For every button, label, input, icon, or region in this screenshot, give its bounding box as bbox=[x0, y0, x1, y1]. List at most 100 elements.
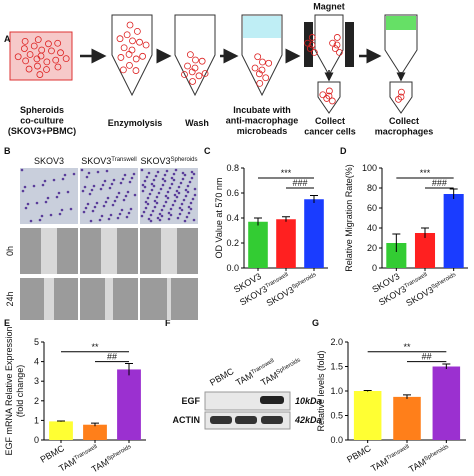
stained-cell bbox=[166, 196, 170, 200]
stained-cell bbox=[180, 202, 184, 206]
stained-cell bbox=[117, 191, 121, 195]
significance-label: ## bbox=[107, 352, 117, 362]
stained-cell bbox=[143, 185, 147, 189]
stained-cell bbox=[158, 212, 162, 216]
cell bbox=[14, 53, 22, 61]
stained-cell bbox=[84, 206, 88, 210]
stained-cell bbox=[90, 188, 94, 192]
column-header: SKOV3 bbox=[34, 156, 64, 166]
y-axis-label: EGF mRNA Relative Expression bbox=[4, 326, 14, 455]
stained-cell bbox=[66, 190, 70, 194]
stained-cell bbox=[193, 187, 197, 191]
cell bbox=[57, 49, 64, 57]
error-bar bbox=[442, 363, 451, 369]
stained-cell bbox=[177, 185, 181, 189]
size-label: 10kDa bbox=[295, 396, 322, 406]
y-tick-label: 0.0 bbox=[226, 263, 239, 273]
magnet bbox=[304, 22, 313, 67]
stained-cell bbox=[189, 207, 193, 211]
stained-cell bbox=[21, 189, 25, 193]
step-label: Collect bbox=[389, 116, 419, 126]
protein-label: ACTIN bbox=[173, 415, 201, 425]
cell bbox=[325, 87, 333, 95]
step-label: Wash bbox=[185, 118, 209, 128]
stained-cell bbox=[110, 182, 114, 186]
significance-label: ## bbox=[422, 352, 432, 362]
stained-cell bbox=[105, 169, 109, 173]
x-tick-label: SKOV3Spheroids bbox=[265, 271, 319, 308]
cell bbox=[52, 56, 60, 64]
stained-cell bbox=[144, 206, 148, 210]
cell bbox=[62, 55, 70, 63]
stained-cell bbox=[170, 176, 174, 180]
tube bbox=[174, 14, 216, 97]
stained-cell bbox=[153, 205, 157, 209]
stained-cell bbox=[81, 189, 85, 193]
stained-cell bbox=[160, 214, 164, 218]
cell bbox=[43, 66, 50, 73]
blot-drawing bbox=[204, 391, 291, 430]
stained-cell bbox=[87, 171, 91, 175]
bar bbox=[248, 221, 268, 268]
panel-label: A bbox=[4, 34, 11, 44]
stained-cell bbox=[146, 202, 150, 206]
stained-cell bbox=[46, 196, 50, 200]
panel-label: G bbox=[312, 318, 319, 328]
stained-cell bbox=[58, 212, 62, 216]
stained-cell bbox=[190, 170, 194, 174]
cell bbox=[323, 95, 331, 102]
microbead-liquid bbox=[243, 16, 281, 38]
significance-label: *** bbox=[420, 168, 431, 178]
stained-cell bbox=[181, 177, 185, 181]
step-label: Enzymolysis bbox=[108, 118, 163, 128]
cell bbox=[329, 39, 336, 47]
row-label: 24h bbox=[5, 291, 15, 306]
cell bbox=[48, 47, 55, 55]
cell bbox=[54, 63, 62, 71]
cell bbox=[256, 79, 264, 87]
y-tick-label: 3 bbox=[34, 376, 39, 386]
stained-cell bbox=[179, 181, 183, 185]
column-header-sup: Transwell bbox=[111, 157, 136, 163]
stained-cell bbox=[99, 187, 103, 191]
stained-cell bbox=[148, 192, 152, 196]
panel-label: B bbox=[4, 146, 11, 156]
stained-image bbox=[20, 168, 78, 224]
magnet bbox=[345, 22, 354, 67]
stained-cell bbox=[155, 201, 159, 205]
stained-cell bbox=[164, 194, 168, 198]
x-tick-label-sup: Spheroids bbox=[106, 444, 132, 463]
stained-cell bbox=[141, 183, 145, 187]
step-label: anti-macrophage bbox=[226, 116, 299, 126]
error-bar bbox=[392, 233, 401, 252]
step-label: microbeads bbox=[237, 126, 288, 136]
cell bbox=[117, 54, 125, 61]
y-tick-label: 1 bbox=[34, 415, 39, 425]
y-tick-label: 0 bbox=[372, 263, 377, 273]
error-bar bbox=[403, 394, 411, 399]
y-axis-label: OD Value at 570 nm bbox=[214, 178, 224, 259]
stained-cell bbox=[60, 208, 64, 212]
x-tick-label: SKOV3Spheroids bbox=[404, 271, 458, 308]
cell bbox=[34, 36, 42, 44]
x-tick-label-sup: Spheroids bbox=[431, 272, 457, 291]
column-header-base: SKOV3 bbox=[140, 156, 170, 166]
wound-gap bbox=[44, 278, 54, 320]
tube bbox=[314, 14, 344, 77]
stained-image bbox=[140, 168, 198, 224]
cell bbox=[181, 71, 188, 78]
stained-cell bbox=[43, 179, 47, 183]
tube bbox=[317, 81, 341, 114]
stained-cell bbox=[49, 213, 53, 217]
cell bbox=[335, 48, 343, 56]
stained-cell bbox=[144, 200, 148, 204]
cell bbox=[255, 70, 263, 78]
cell bbox=[26, 51, 34, 58]
stained-cell bbox=[182, 198, 186, 202]
stained-cell bbox=[88, 192, 92, 196]
y-tick-label: 0.5 bbox=[330, 411, 343, 421]
cell bbox=[126, 61, 133, 69]
cell bbox=[306, 45, 314, 53]
stained-cell bbox=[89, 219, 93, 223]
